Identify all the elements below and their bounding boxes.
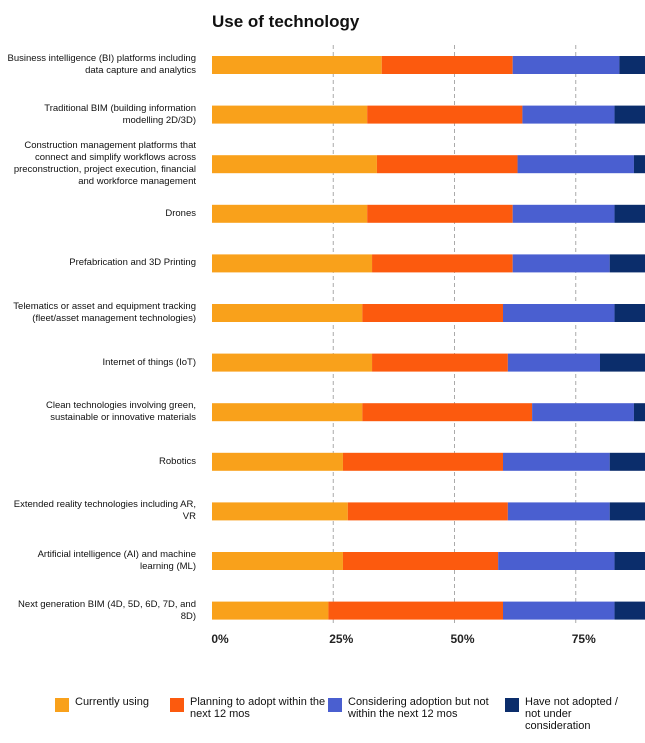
category-label: Next generation BIM (4D, 5D, 6D, 7D, and… — [18, 598, 196, 622]
bar-segment — [362, 304, 503, 322]
legend-swatch — [170, 698, 184, 712]
bar-segment — [512, 204, 615, 223]
bar-segment — [362, 403, 533, 422]
bar-segment — [212, 155, 377, 174]
category-label: Traditional BIM (building information mo… — [44, 102, 196, 126]
bar-segment — [522, 105, 615, 124]
legend-swatch — [505, 698, 519, 712]
legend-swatch — [328, 698, 342, 712]
category-label: Artificial intelligence (AI) and machine… — [37, 549, 196, 572]
category-label: Business intelligence (BI) platforms inc… — [7, 53, 196, 76]
x-tick-label: 75% — [571, 632, 596, 646]
bar-segment — [212, 105, 368, 124]
bar-segment — [633, 155, 645, 174]
bar-segment — [212, 452, 343, 471]
bar-segment — [503, 452, 610, 471]
bar-segment — [376, 155, 518, 174]
bar-segment — [212, 56, 382, 74]
bar-segment — [507, 353, 600, 372]
x-tick-label: 25% — [329, 632, 354, 646]
category-label: Construction management platforms that c… — [13, 140, 196, 188]
bar-segment — [372, 353, 508, 372]
category-label: Prefabrication and 3D Printing — [69, 257, 196, 269]
x-tick-label: 50% — [450, 632, 475, 646]
category-label: Internet of things (IoT) — [102, 356, 196, 368]
category-label: Robotics — [159, 455, 196, 467]
bar-segment — [367, 204, 513, 223]
bar-segment — [498, 552, 615, 570]
bar-segment — [609, 502, 645, 521]
bar-segment — [503, 601, 615, 620]
bar-segment — [614, 105, 645, 124]
bar-segment — [503, 304, 615, 322]
category-label: Clean technologies involving green, sust… — [46, 400, 196, 424]
bar-segment — [212, 502, 348, 521]
legend-label: Have not adopted / not under considerati… — [525, 696, 618, 732]
bar-segment — [212, 254, 373, 273]
category-label: Telematics or asset and equipment tracki… — [13, 301, 196, 324]
category-label: Extended reality technologies including … — [13, 499, 196, 523]
bar-segment — [342, 452, 503, 471]
bar-segment — [347, 502, 508, 521]
bar-segment — [367, 105, 523, 124]
legend-label: Considering adoption but not within the … — [348, 696, 489, 720]
bar-segment — [212, 601, 329, 620]
bar-segment — [614, 552, 645, 570]
legend-label: Planning to adopt within the next 12 mos — [190, 696, 326, 720]
bar-segment — [212, 304, 363, 322]
legend-swatch — [55, 698, 69, 712]
bar-segment — [600, 353, 645, 372]
bar-segment — [381, 56, 513, 74]
bar-segment — [512, 254, 610, 273]
bar-segment — [532, 403, 634, 422]
bar-segment — [372, 254, 513, 273]
bar-segment — [328, 601, 503, 620]
bar-segment — [212, 353, 373, 372]
bar-segment — [212, 552, 343, 570]
bar-segment — [633, 403, 645, 422]
legend-label: Currently using — [75, 696, 149, 708]
bar-segment — [609, 254, 645, 273]
bar-segment — [517, 155, 634, 174]
bar-segment — [342, 552, 499, 570]
chart-title: Use of technology — [212, 12, 360, 31]
bar-segment — [512, 56, 620, 74]
bar-segment — [614, 204, 645, 223]
x-tick-label: 0% — [211, 632, 229, 646]
category-label: Drones — [165, 207, 196, 219]
bar-segment — [609, 452, 645, 471]
bar-segment — [614, 304, 645, 322]
bar-segment — [614, 601, 645, 620]
bar-segment — [507, 502, 610, 521]
bar-segment — [212, 403, 363, 422]
bar-segment — [212, 204, 368, 223]
bar-segment — [619, 56, 645, 74]
